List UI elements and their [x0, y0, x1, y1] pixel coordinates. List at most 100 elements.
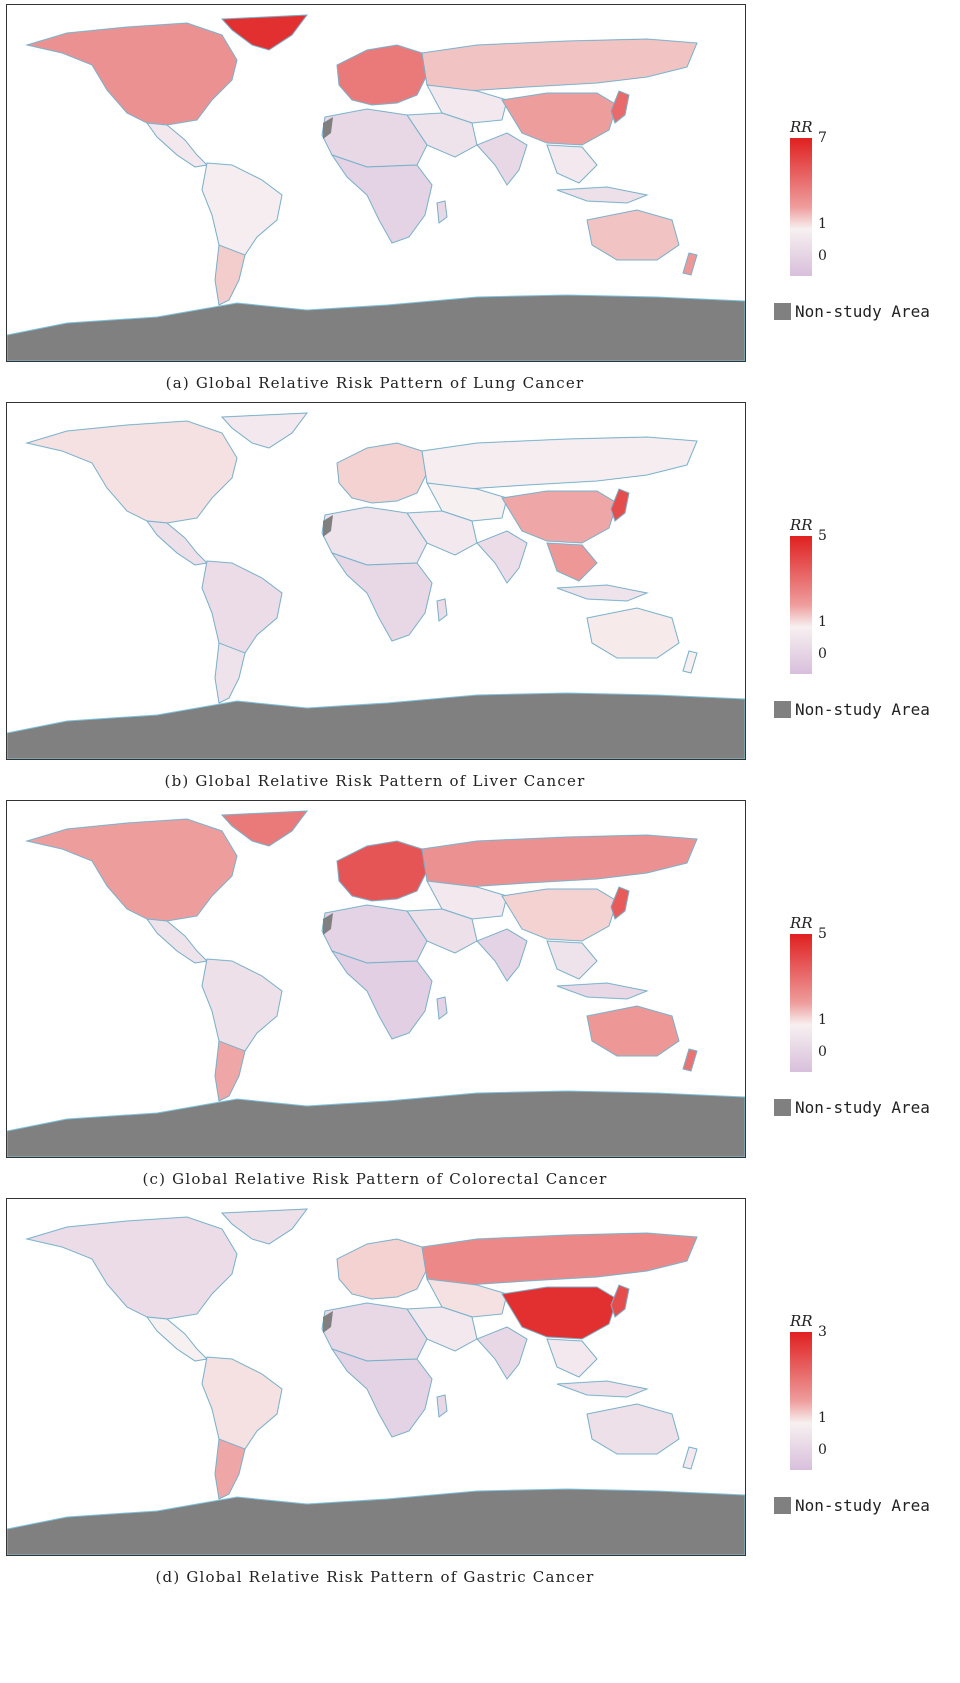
coastline-europe	[336, 442, 428, 504]
coastline-sub-saharan-africa	[330, 551, 433, 642]
legend-tick-label: 0	[818, 248, 827, 264]
coastline-sub-saharan-africa	[330, 949, 433, 1040]
coastline-north-america	[24, 22, 238, 126]
map-svg	[7, 1208, 745, 1555]
region-sub-saharan-africa	[331, 154, 433, 244]
coastline-south-asia	[475, 530, 528, 585]
coastline-new-zealand	[682, 1048, 698, 1072]
world-map	[6, 4, 746, 362]
coastline-madagascar	[436, 200, 448, 225]
region-south-america	[201, 560, 283, 666]
region-sub-saharan-africa	[331, 950, 433, 1040]
region-antarctica-non-study	[7, 1090, 745, 1157]
non-study-swatch	[774, 1099, 791, 1116]
world-map	[6, 800, 746, 1158]
coastline-australia	[586, 1403, 680, 1455]
legend-color-bar	[790, 536, 812, 674]
region-north-america	[25, 818, 238, 922]
coastline-north-america	[24, 420, 238, 524]
coastline-se-asia	[546, 542, 598, 582]
coastline-sub-saharan-africa	[330, 1347, 433, 1438]
region-central-america	[146, 520, 208, 566]
world-map	[6, 402, 746, 760]
legend-tick-label: 0	[818, 1044, 827, 1060]
legend-tick-label: 0	[818, 646, 827, 662]
coastline-se-asia	[546, 1338, 598, 1378]
coastline-china	[501, 888, 618, 942]
coastline-south-america	[201, 958, 283, 1064]
map-panel-d: RR 3 1 0 Non-study Area (d) Global Relative R…	[0, 1194, 960, 1614]
legend-tick-label: 5	[818, 528, 827, 544]
legend-tick-label: 1	[818, 614, 827, 630]
region-se-asia	[546, 1338, 598, 1378]
region-china	[501, 490, 618, 544]
coastline-madagascar	[436, 598, 448, 623]
region-central-america	[146, 122, 208, 168]
legend-color-bar	[790, 934, 812, 1072]
region-western-sahara-non-study	[323, 117, 333, 139]
region-china	[501, 888, 618, 942]
region-antarctica-non-study	[7, 692, 745, 759]
region-western-sahara-non-study	[323, 913, 333, 935]
coastline-se-asia	[546, 940, 598, 980]
legend-title: RR	[790, 1312, 813, 1330]
region-south-america	[201, 1356, 283, 1462]
region-antarctica-non-study	[7, 294, 745, 361]
rr-legend: RR 5 1 0 Non-study Area	[774, 914, 960, 1117]
coastline-indonesia	[556, 584, 650, 602]
region-sub-saharan-africa	[331, 552, 433, 642]
coastline-australia	[586, 607, 680, 659]
world-map	[6, 1198, 746, 1556]
rr-legend: RR 5 1 0 Non-study Area	[774, 516, 960, 719]
coastline-japan	[610, 1284, 630, 1319]
coastline-australia	[586, 209, 680, 261]
non-study-label: Non-study Area	[795, 302, 930, 321]
legend-title: RR	[790, 914, 813, 932]
region-north-america	[25, 1216, 238, 1320]
region-se-asia	[546, 940, 598, 980]
coastline-south-asia	[475, 1326, 528, 1381]
map-caption: (a) Global Relative Risk Pattern of Lung…	[165, 374, 585, 392]
coastline-south-asia	[475, 132, 528, 187]
coastline-indonesia	[556, 186, 650, 204]
coastline-australia	[586, 1005, 680, 1057]
non-study-legend: Non-study Area	[774, 1496, 930, 1515]
coastline-southern-cone	[214, 244, 246, 306]
map-caption: (b) Global Relative Risk Pattern of Live…	[164, 772, 586, 790]
map-svg	[7, 810, 745, 1157]
region-china	[501, 1286, 618, 1340]
coastline-china	[501, 92, 618, 146]
non-study-label: Non-study Area	[795, 1496, 930, 1515]
region-se-asia	[546, 542, 598, 582]
rr-legend: RR 3 1 0 Non-study Area	[774, 1312, 960, 1515]
legend-tick-label: 3	[818, 1324, 827, 1340]
non-study-label: Non-study Area	[795, 1098, 930, 1117]
coastline-indonesia	[556, 982, 650, 1000]
coastline-new-zealand	[682, 252, 698, 276]
non-study-legend: Non-study Area	[774, 700, 930, 719]
coastline-north-america	[24, 1216, 238, 1320]
coastline-new-zealand	[682, 1446, 698, 1470]
region-central-america	[146, 1316, 208, 1362]
coastline-se-asia	[546, 144, 598, 184]
legend-tick-label: 1	[818, 1410, 827, 1426]
coastline-north-america	[24, 818, 238, 922]
coastline-madagascar	[436, 1394, 448, 1419]
map-svg	[7, 14, 745, 361]
map-panel-a: RR 7 1 0 Non-study Area (a) Global Relative R…	[0, 0, 960, 420]
coastline-new-zealand	[682, 650, 698, 674]
coastline-madagascar	[436, 996, 448, 1021]
region-western-sahara-non-study	[323, 1311, 333, 1333]
coastline-south-america	[201, 560, 283, 666]
non-study-legend: Non-study Area	[774, 1098, 930, 1117]
non-study-label: Non-study Area	[795, 700, 930, 719]
legend-tick-label: 1	[818, 1012, 827, 1028]
non-study-swatch	[774, 701, 791, 718]
legend-tick-label: 0	[818, 1442, 827, 1458]
map-caption: (d) Global Relative Risk Pattern of Gast…	[155, 1568, 595, 1586]
coastline-greenland	[220, 1208, 309, 1245]
coastline-greenland	[220, 14, 309, 51]
region-western-sahara-non-study	[323, 515, 333, 537]
coastline-south-america	[201, 162, 283, 268]
coastline-china	[501, 490, 618, 544]
